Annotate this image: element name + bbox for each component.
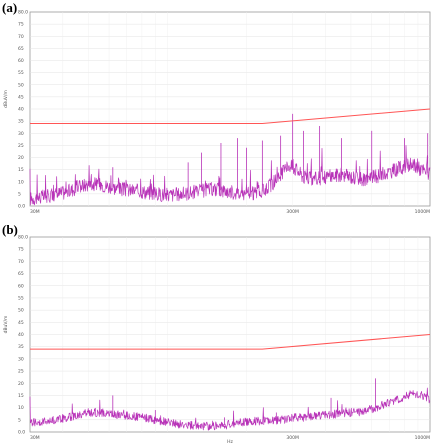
y-tick-label: 70 [18,34,24,40]
y-tick-label: 60 [18,58,24,64]
x-tick-label: 1000M [415,209,430,215]
y-tick-label: 25 [18,143,24,149]
emission-chart-a: 80.0 75 70 65 60 55 50 45 40 35 30 25 20 15 10 5 0.0 30M 3… [3,10,431,215]
y-tick-label: 0.0 [18,204,25,210]
x-axis-label: Hz [227,439,233,443]
y-axis-label: dBuV/m [3,316,9,334]
emission-chart-b: 80.0 75 70 65 60 55 50 45 40 35 30 25 20 15 10 5 0.0 30M 3… [3,235,431,443]
y-tick-label: 5 [18,191,21,197]
x-tick-label: 30M [30,435,40,441]
y-tick-label: 30 [18,356,24,362]
y-tick-label: 35 [18,119,24,125]
y-tick-label: 45 [18,320,24,326]
y-tick-label: 15 [18,393,24,399]
y-tick-label: 55 [18,70,24,76]
y-tick-label: 20 [18,155,24,161]
y-tick-label: 20 [18,381,24,387]
y-tick-label: 80.0 [18,10,28,16]
y-tick-label: 25 [18,369,24,375]
x-tick-label: 300M [286,435,299,441]
y-tick-label: 65 [18,46,24,52]
y-tick-label: 40 [18,332,24,338]
y-tick-label: 75 [18,22,24,28]
x-tick-label: 300M [286,209,299,215]
y-axis-label: dBuV/m [3,90,9,108]
y-tick-label: 55 [18,295,24,301]
y-tick-label: 10 [18,405,24,411]
y-tick-label: 50 [18,308,24,314]
y-tick-label: 80.0 [18,235,28,241]
panel-b-label: (b) [2,222,18,237]
y-tick-label: 15 [18,167,24,173]
y-tick-label: 0.0 [18,430,25,436]
y-tick-label: 45 [18,94,24,100]
y-tick-label: 30 [18,131,24,137]
y-tick-label: 75 [18,247,24,253]
y-tick-label: 10 [18,179,24,185]
x-tick-label: 1000M [415,435,430,441]
y-tick-label: 35 [18,344,24,350]
emission-trace [29,145,431,206]
y-tick-label: 65 [18,271,24,277]
y-tick-label: 40 [18,107,24,113]
y-tick-label: 60 [18,283,24,289]
y-tick-label: 5 [18,417,21,423]
panel-a-label: (a) [2,0,18,15]
emission-trace [29,387,431,431]
limit-line [30,334,431,350]
x-tick-label: 30M [30,209,40,215]
y-tick-label: 70 [18,259,24,265]
y-tick-label: 50 [18,82,24,88]
limit-line [30,108,431,125]
